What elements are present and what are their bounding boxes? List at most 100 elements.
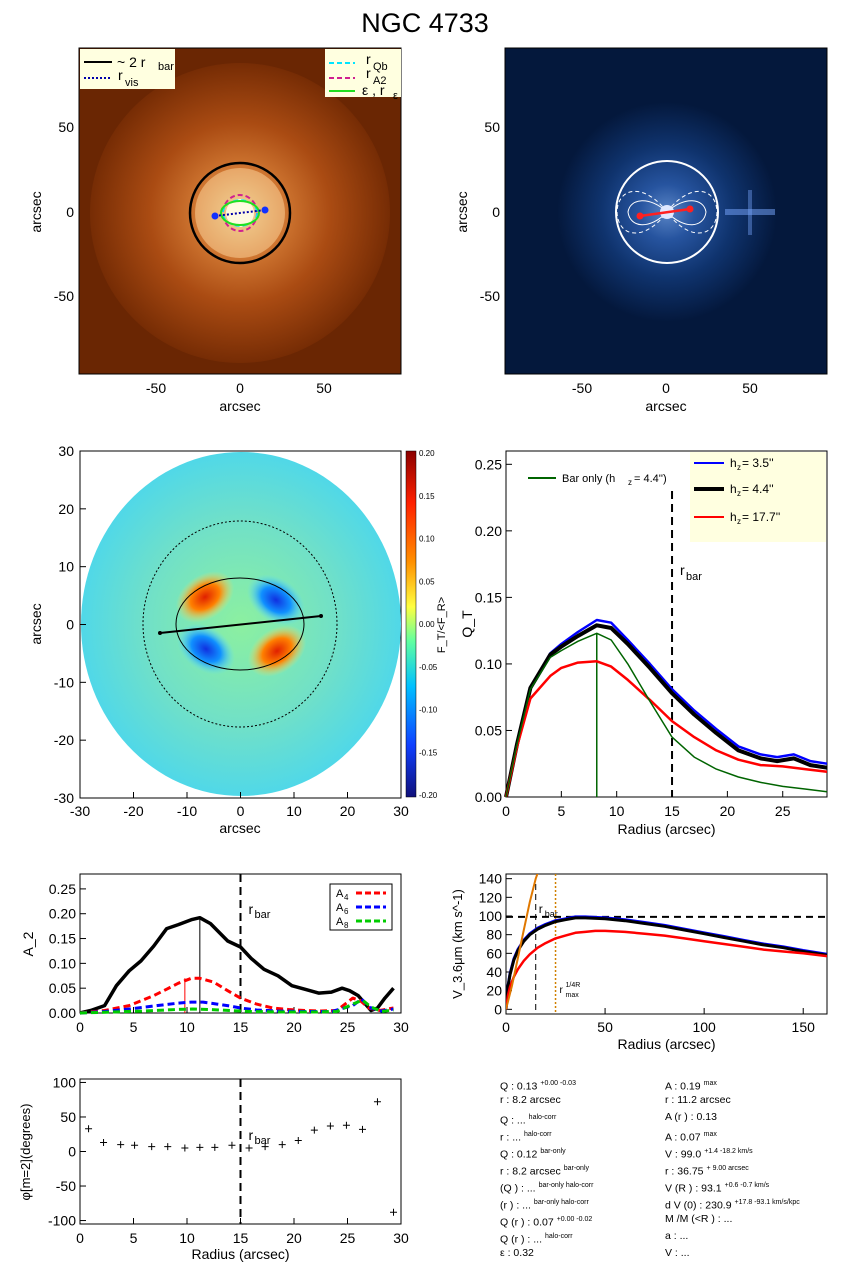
phase-point: [148, 1143, 156, 1151]
qtmap-xtick-label: 0: [237, 803, 245, 819]
qtmap-ytick-label: -20: [54, 732, 74, 748]
phase-xtick-label: 20: [286, 1230, 302, 1246]
qtmap-xlabel: arcsec: [219, 820, 260, 836]
bar-end-right: [261, 206, 269, 214]
img1-ytick-50: 50: [58, 119, 74, 135]
chart-qt-profile: 0 5 10 15 20 25 0.00 0.05 0.10 0.15 0.20 0.25 Radius…: [459, 450, 828, 837]
legend-rqb-label: r: [366, 51, 371, 67]
qtmap-ytick-label: -10: [54, 674, 74, 690]
img2-ytick-m50: -50: [480, 288, 500, 304]
qt-ytick-label: 0.20: [475, 523, 502, 539]
qtmap-bar-end-right: [319, 614, 323, 618]
qt-ytick-label: 0.25: [475, 456, 502, 472]
param-right-row: V : ...: [665, 1245, 835, 1262]
qt-ytick-label: 0.05: [475, 722, 502, 738]
colorbar-tick-label: -0.05: [419, 663, 438, 672]
qt-xtick-label: 10: [609, 803, 625, 819]
legend-2rbar-label: ~ 2 r: [117, 54, 146, 70]
qtmap-outer-ring: [142, 520, 338, 728]
vc-ytick-label: 20: [486, 983, 502, 999]
param-left-row: (Q ) : ... bar-only halo-corr: [500, 1177, 670, 1195]
phase-ylabel: φ[m=2](degrees): [18, 1104, 33, 1201]
param-right-super: + 9.00 arcsec: [706, 1165, 749, 1172]
a2-xtick-label: 15: [233, 1019, 249, 1035]
a2-legend-label: A: [336, 916, 344, 928]
a2-xtick-label: 25: [340, 1019, 356, 1035]
phase-point: [294, 1136, 302, 1144]
param-left-value: Q (r ) : 0.07: [500, 1216, 554, 1229]
a2-xtick-label: 0: [76, 1019, 84, 1035]
param-left-value: r : 8.2 arcsec: [500, 1165, 561, 1178]
residual-bar-end-left: [636, 212, 644, 220]
phase-ytick-label: 0: [68, 1144, 76, 1160]
qt-frame: [505, 450, 828, 798]
param-right-value: A : 0.07: [665, 1131, 701, 1144]
qtmap-bar-ellipse: [175, 577, 305, 671]
phase-point: [117, 1141, 125, 1149]
qtmap-ylabel: arcsec: [28, 603, 44, 644]
qt-rbar-sub: bar: [686, 571, 702, 583]
param-right-value: r : 11.2 arcsec: [665, 1094, 731, 1106]
img1-xtick-0: 0: [236, 380, 244, 396]
chart-fourier-amplitudes: 0 5 10 15 20 25 30 0.00 0.05 0.10 0.15 0.20 0.25 A_2 r…: [20, 873, 409, 1035]
param-left-value: Q (r ) : ...: [500, 1233, 542, 1246]
vc-ytick-label: 40: [486, 964, 502, 980]
qt-xtick-label: 15: [664, 803, 680, 819]
vc-rbar-label: r: [539, 902, 543, 916]
img1-xtick-50: 50: [316, 380, 332, 396]
phase-point: [358, 1125, 366, 1133]
vc-ytick-label: 60: [486, 945, 502, 961]
qt-xtick-label: 0: [502, 803, 510, 819]
param-right-value: r : 36.75: [665, 1165, 704, 1178]
img2-ytick-0: 0: [492, 204, 500, 220]
param-left-value: ε : 0.32: [500, 1247, 534, 1259]
vc-rmax-sub: max: [566, 992, 580, 999]
qt-legend-h-value: = 17.7'': [742, 510, 780, 524]
qtmap-bar-line: [159, 615, 322, 634]
legend-ra2-label: r: [366, 65, 371, 81]
contour-left-outer: [616, 190, 668, 234]
vc-series-blue: [506, 915, 827, 1010]
vc-ytick-label: 80: [486, 927, 502, 943]
a2-xtick-label: 5: [130, 1019, 138, 1035]
param-right-row: V : 99.0 +1.4 -18.2 km/s: [665, 1143, 835, 1161]
img1-ytick-0: 0: [66, 204, 74, 220]
vc-series-black: [506, 916, 827, 1010]
param-left-value: (Q ) : ...: [500, 1182, 536, 1195]
img2-xtick-0: 0: [662, 380, 670, 396]
param-left-super: bar-only halo-corr: [533, 1199, 589, 1206]
param-left-super: +0.00 -0.03: [540, 1080, 576, 1087]
param-right-row: d V (0) : 230.9 +17.8 -93.1 km/s/kpc: [665, 1194, 835, 1212]
qt-xtick-label: 5: [557, 803, 565, 819]
colorbar-tick-label: 0.15: [419, 492, 435, 501]
vc-ytick-label: 100: [479, 908, 503, 924]
img2-xtick-50: 50: [742, 380, 758, 396]
qt-xtick-label: 25: [775, 803, 791, 819]
phase-point: [85, 1125, 93, 1133]
img2-ytick-50: 50: [484, 119, 500, 135]
param-right-super: +0.6 -0.7 km/s: [724, 1182, 770, 1189]
img1-ylabel: arcsec: [28, 191, 44, 232]
param-right-value: a : ...: [665, 1230, 689, 1242]
parameter-table: Q : 0.13 +0.00 -0.03 r : 8.2 arcsec Q : ...…: [500, 1075, 840, 1270]
qtmap-xtick-label: -20: [123, 803, 143, 819]
qtmap-xtick-label: -10: [177, 803, 197, 819]
a2-rbar-label: r: [249, 901, 254, 917]
a2-series-A8: [79, 998, 394, 1015]
phase-point: [261, 1143, 269, 1151]
qtmap-ytick-label: 10: [58, 559, 74, 575]
param-left-value: r : ...: [500, 1131, 521, 1144]
vc-ytick-label: 0: [494, 1001, 502, 1017]
qt-ytick-label: 0.15: [475, 589, 502, 605]
param-left-row: Q (r ) : ... halo-corr: [500, 1228, 670, 1246]
param-left-row: Q : 0.13 +0.00 -0.03: [500, 1075, 670, 1093]
qt-ylabel: Q_T: [459, 610, 475, 638]
colorbar: [405, 450, 417, 798]
phase-point: [310, 1126, 318, 1134]
epsilon-ellipse: [220, 200, 260, 226]
vc-ytick-label: 120: [479, 889, 503, 905]
qt-legend-bar-only-sub: z: [628, 478, 632, 487]
image-frame: [78, 47, 402, 375]
a2-legend-label: A: [336, 888, 344, 900]
